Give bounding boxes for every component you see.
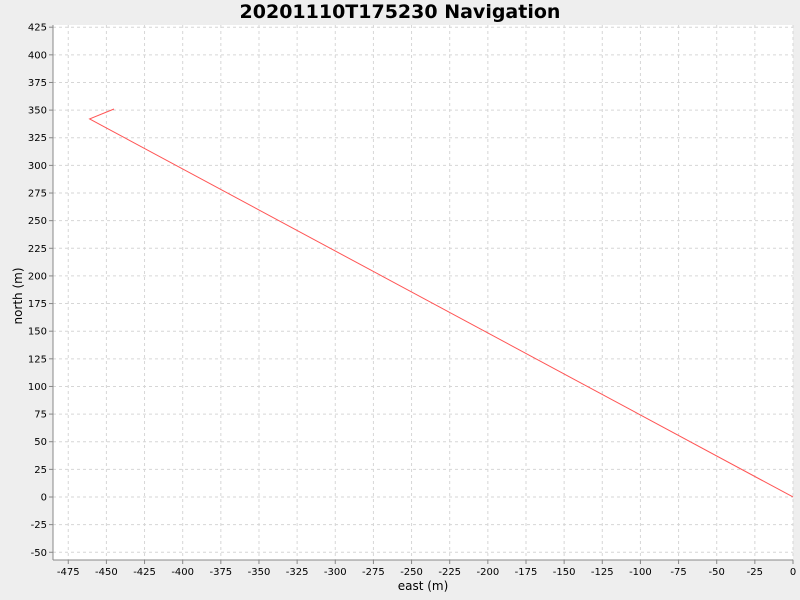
x-tick-label: -150 <box>553 567 576 578</box>
x-tick-label: 0 <box>790 567 796 578</box>
y-tick-label: 250 <box>28 216 47 227</box>
y-tick-label: 400 <box>28 50 47 61</box>
y-tick-label: 425 <box>28 23 47 34</box>
y-tick-label: -25 <box>31 520 47 531</box>
y-tick-label: 75 <box>34 410 47 421</box>
x-tick-label: -225 <box>438 567 461 578</box>
y-tick-label: 0 <box>41 492 47 503</box>
y-axis-label: north (m) <box>11 267 25 324</box>
y-tick-label: 25 <box>34 465 47 476</box>
x-tick-label: -100 <box>629 567 652 578</box>
x-tick-label: -75 <box>670 567 686 578</box>
y-tick-label: 275 <box>28 189 47 200</box>
x-tick-label: -450 <box>95 567 118 578</box>
axes-layer: -475 -450 -425 -400 -375 -350 -325 -300 -275 -250… <box>28 23 796 578</box>
x-tick-label: -475 <box>57 567 80 578</box>
y-tick-label: 200 <box>28 271 47 282</box>
y-tick-label: 225 <box>28 244 47 255</box>
x-tick-label: -300 <box>324 567 347 578</box>
series-layer <box>88 108 794 498</box>
plot-area <box>53 25 793 560</box>
x-tick-label: -175 <box>515 567 538 578</box>
x-tick-label: -350 <box>248 567 271 578</box>
y-tick-label: 325 <box>28 133 47 144</box>
y-tick-label: 125 <box>28 354 47 365</box>
y-tick-label: 150 <box>28 327 47 338</box>
x-tick-label: -25 <box>747 567 763 578</box>
x-tick-label: -250 <box>400 567 423 578</box>
x-tick-label: -125 <box>591 567 614 578</box>
grid-layer <box>53 25 794 560</box>
series-line-0 <box>88 108 794 498</box>
y-tick-label: -50 <box>31 548 47 559</box>
y-tick-label: 375 <box>28 78 47 89</box>
y-tick-label: 350 <box>28 106 47 117</box>
y-tick-label: 100 <box>28 382 47 393</box>
x-tick-label: -200 <box>476 567 499 578</box>
x-tick-label: -275 <box>362 567 385 578</box>
y-tick-label: 300 <box>28 161 47 172</box>
x-tick-label: -325 <box>286 567 309 578</box>
x-tick-label: -400 <box>171 567 194 578</box>
x-tick-label: -375 <box>209 567 232 578</box>
chart-title: 20201110T175230 Navigation <box>240 1 561 23</box>
x-tick-label: -425 <box>133 567 156 578</box>
x-tick-label: -50 <box>709 567 725 578</box>
x-axis-label: east (m) <box>398 579 449 593</box>
y-tick-label: 50 <box>34 437 47 448</box>
y-tick-label: 175 <box>28 299 47 310</box>
